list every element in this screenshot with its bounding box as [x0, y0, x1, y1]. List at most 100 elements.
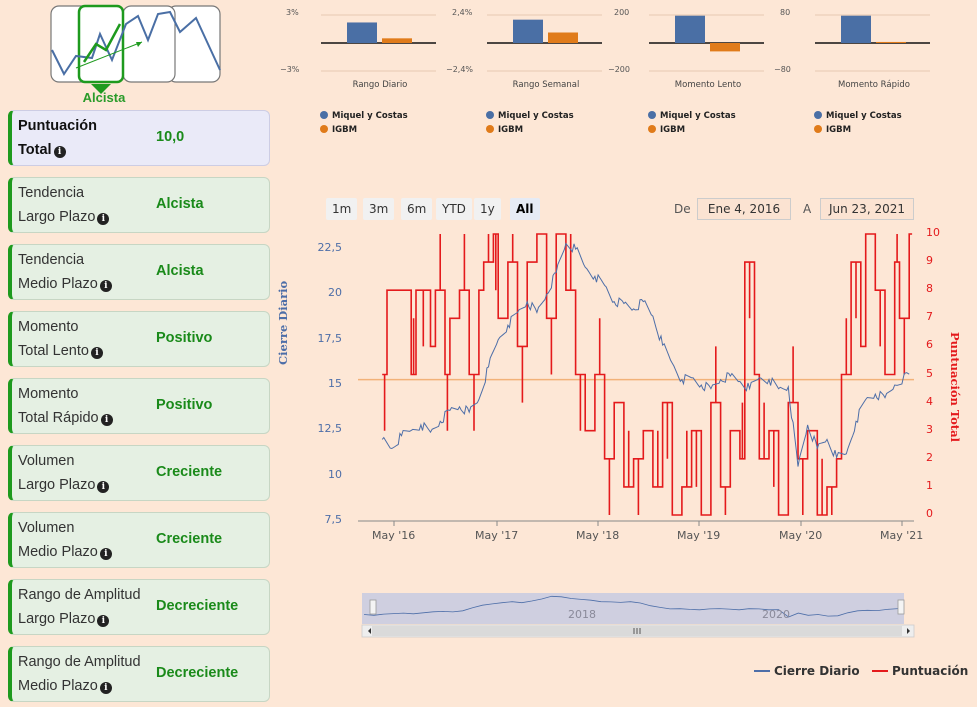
y-right-tick: 8: [926, 282, 933, 296]
mini-bar-stock: [675, 15, 705, 43]
info-icon[interactable]: i: [100, 414, 113, 426]
legend-stock[interactable]: Miquel y Costas: [320, 111, 408, 121]
y-right-tick: 4: [926, 394, 933, 408]
mini-bar-stock: [513, 19, 543, 43]
metric-title: Rango de Amplitud: [18, 654, 141, 670]
metric-subtitle: Largo Plazo i: [18, 477, 110, 493]
info-icon[interactable]: i: [97, 615, 110, 627]
mini-bar-index: [876, 41, 906, 43]
metric-subtitle: Total Rápido i: [18, 410, 113, 426]
metric-card[interactable]: Tendencia Medio Plazo i Alcista: [8, 244, 270, 300]
metric-card[interactable]: Rango de Amplitud Medio Plazo i Decreciente: [8, 646, 270, 702]
legend-dot: [320, 125, 328, 133]
navigator-handle-right: [897, 599, 905, 615]
metric-value: Positivo: [156, 397, 213, 413]
metric-title: Rango de Amplitud: [18, 587, 141, 603]
metric-card[interactable]: Momento Total Lento i Positivo: [8, 311, 270, 367]
mini-chart-plot: [321, 14, 436, 72]
legend-text: Miquel y Costas: [826, 111, 902, 121]
legend-dot: [486, 111, 494, 119]
metric-card[interactable]: Rango de Amplitud Largo Plazo i Decreciente: [8, 579, 270, 635]
y-left-tick: 17,5: [317, 331, 343, 345]
metric-subtitle-text: Medio Plazo: [18, 544, 98, 560]
navigator-line: [363, 595, 903, 618]
metric-subtitle-text: Largo Plazo: [18, 611, 96, 627]
legend-score-swatch: [872, 670, 888, 672]
mini-chart: 80 −80 Momento Rápido: [774, 0, 930, 140]
range-button[interactable]: 1m: [326, 198, 358, 220]
metric-subtitle-text: Total: [18, 142, 52, 158]
y-right-tick: 10: [926, 226, 940, 239]
metric-value: Creciente: [156, 531, 223, 547]
navigator-handle-left: [369, 599, 377, 615]
metric-title: Momento: [18, 319, 79, 335]
legend-stock[interactable]: Miquel y Costas: [648, 111, 736, 121]
metric-subtitle: Largo Plazo i: [18, 611, 110, 627]
to-label: A: [803, 202, 812, 216]
legend-stock[interactable]: Miquel y Costas: [814, 111, 902, 121]
mini-axis-top: 2,4%: [452, 8, 473, 17]
y-right-tick: 0: [926, 507, 933, 520]
y-left-tick: 12,5: [317, 422, 343, 436]
metric-card[interactable]: Momento Total Rápido i Positivo: [8, 378, 270, 434]
from-date-input[interactable]: Ene 4, 2016: [697, 198, 791, 220]
range-button[interactable]: 1y: [474, 198, 501, 220]
y-left-tick: 20: [328, 286, 342, 300]
navigator-label: 2020: [762, 608, 790, 621]
metric-card[interactable]: Volumen Largo Plazo i Creciente: [8, 445, 270, 501]
metric-card[interactable]: Tendencia Largo Plazo i Alcista: [8, 177, 270, 233]
metric-card[interactable]: Volumen Medio Plazo i Creciente: [8, 512, 270, 568]
legend-index[interactable]: IGBM: [486, 125, 523, 135]
range-button[interactable]: 6m: [401, 198, 433, 220]
to-date-input[interactable]: Jun 23, 2021: [820, 198, 914, 220]
info-icon[interactable]: i: [53, 146, 66, 158]
x-tick: May '17: [475, 529, 519, 542]
metric-value: Alcista: [156, 196, 204, 212]
legend-text: IGBM: [660, 125, 686, 135]
range-button[interactable]: 3m: [363, 198, 395, 220]
legend-index[interactable]: IGBM: [320, 125, 357, 135]
mini-bar-index: [710, 43, 740, 52]
info-icon[interactable]: i: [99, 682, 112, 694]
legend-stock[interactable]: Miquel y Costas: [486, 111, 574, 121]
mini-bar-stock: [347, 22, 377, 43]
legend-text: IGBM: [826, 125, 852, 135]
y-right-tick: 1: [926, 478, 933, 492]
mini-bar-index: [548, 32, 578, 43]
range-button[interactable]: YTD: [436, 198, 472, 220]
metric-title: Tendencia: [18, 252, 85, 268]
legend-score[interactable]: Puntuación: [872, 664, 968, 678]
legend-close[interactable]: Cierre Diario: [754, 664, 860, 678]
mini-chart-caption: Momento Lento: [674, 80, 742, 90]
metric-subtitle-text: Largo Plazo: [18, 477, 96, 493]
mini-axis-bottom: −80: [774, 65, 791, 74]
range-button[interactable]: All: [510, 198, 540, 220]
legend-text: IGBM: [498, 125, 524, 135]
legend-index[interactable]: IGBM: [814, 125, 851, 135]
navigator-label: 2018: [568, 608, 596, 621]
metric-card[interactable]: Puntuación Total i 10,0: [8, 110, 270, 166]
mini-axis-top: 80: [780, 8, 791, 17]
info-icon[interactable]: i: [99, 548, 112, 560]
mini-bar-index: [382, 38, 412, 43]
legend-dot: [814, 111, 822, 119]
trend-selector-icon[interactable]: [50, 4, 222, 104]
legend-index[interactable]: IGBM: [648, 125, 685, 135]
x-tick: May '19: [677, 529, 721, 542]
mini-axis-bottom: −2,4%: [446, 65, 474, 74]
info-icon[interactable]: i: [99, 280, 112, 292]
info-icon[interactable]: i: [97, 213, 110, 225]
y-right-tick: 9: [926, 254, 933, 268]
metric-subtitle-text: Medio Plazo: [18, 678, 98, 694]
info-icon[interactable]: i: [90, 347, 103, 359]
info-icon[interactable]: i: [97, 481, 110, 493]
metric-value: Positivo: [156, 330, 213, 346]
metric-subtitle-text: Medio Plazo: [18, 276, 98, 292]
metric-subtitle: Medio Plazo i: [18, 276, 112, 292]
y-right-tick: 2: [926, 450, 933, 464]
mini-bar-stock: [841, 15, 871, 43]
navigator-bg: [362, 593, 904, 624]
y-left-tick: 15: [328, 377, 342, 391]
metric-subtitle-text: Total Lento: [18, 343, 89, 359]
y-left-tick: 7,5: [324, 513, 343, 526]
